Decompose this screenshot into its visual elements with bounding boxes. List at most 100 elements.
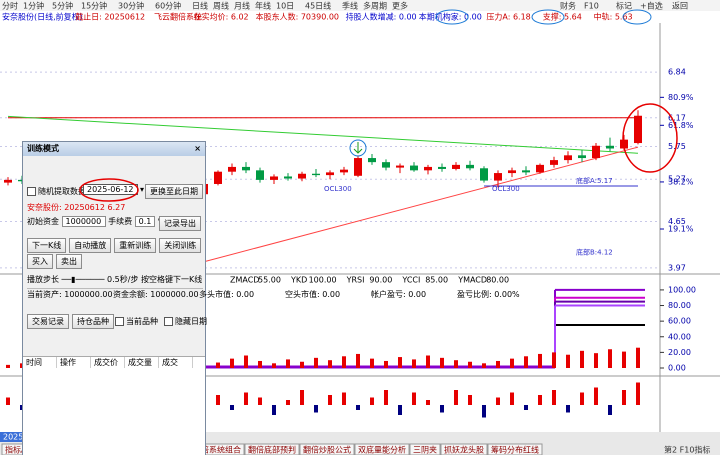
period-tab[interactable]: 30分钟 xyxy=(118,1,144,11)
dialog-button[interactable]: 关闭训练 xyxy=(159,238,202,253)
toolbar-button[interactable]: 标记 xyxy=(616,1,632,11)
bar xyxy=(216,362,220,368)
bottom-tab[interactable]: 筹码分布红线 xyxy=(491,445,539,455)
bottom-tab[interactable]: 三阴夹 xyxy=(413,445,437,455)
bar xyxy=(258,360,262,368)
bar xyxy=(342,356,346,368)
info-item: 安奈股份(日线,前复权) xyxy=(2,12,83,22)
bottom-tab[interactable]: 抓妖龙头股 xyxy=(444,445,484,455)
bar xyxy=(426,355,430,368)
bar xyxy=(482,363,486,368)
toolbar-button[interactable]: 财务 xyxy=(560,1,576,11)
candle-body xyxy=(354,158,362,176)
capital-input[interactable]: 1000000 xyxy=(61,216,106,227)
stock-line: 安奈股份: 20250612 6.27 xyxy=(27,203,126,212)
y-tick-label: 80.00 xyxy=(668,301,691,310)
bar xyxy=(608,405,612,415)
buy-button[interactable]: 买入 xyxy=(27,254,53,269)
bottom-tab[interactable]: 指标A xyxy=(5,445,27,455)
period-tab[interactable]: 分时 xyxy=(2,1,18,11)
year-label: 2025 xyxy=(3,433,23,442)
toolbar-button[interactable]: F10 xyxy=(584,2,599,11)
checkbox[interactable] xyxy=(164,317,173,326)
period-tab[interactable]: 1分钟 xyxy=(23,1,44,11)
trade-table: 时间 操作 成交价 成交量 成交 xyxy=(23,356,205,455)
candle-body xyxy=(298,173,306,179)
period-tab[interactable]: 15分钟 xyxy=(81,1,107,11)
candle-body xyxy=(284,176,292,179)
dialog-title: 训练模式 xyxy=(27,144,59,153)
y-tick-label: 3.97 xyxy=(668,263,686,272)
fee-label: 手续费 xyxy=(108,217,133,226)
bar xyxy=(524,356,528,368)
highlight-ellipse xyxy=(622,103,678,173)
dialog-button[interactable]: 自动播放 xyxy=(69,238,112,253)
bar xyxy=(244,392,248,405)
candle-body xyxy=(606,145,614,149)
bottom-tab[interactable]: 翻倍底部预判 xyxy=(248,445,296,455)
checkbox[interactable] xyxy=(115,317,124,326)
period-tab[interactable]: 45日线 xyxy=(305,1,331,11)
bottom-tab[interactable]: 翻倍系统组合 xyxy=(193,445,241,455)
bar xyxy=(636,382,640,405)
bar xyxy=(496,360,500,368)
bottom-tab[interactable]: 翻倍炒股公式 xyxy=(303,445,351,455)
period-tab[interactable]: 日线 xyxy=(192,1,208,11)
highlight-ellipse xyxy=(622,9,652,25)
dialog-tab[interactable]: 持仓品种 xyxy=(72,314,114,329)
bar xyxy=(454,360,458,368)
period-tab[interactable]: 年线 xyxy=(255,1,271,11)
legend-name: YKD xyxy=(290,276,307,285)
date-highlight xyxy=(79,178,139,202)
step-label: 播放步长 xyxy=(27,275,59,284)
random-checkbox[interactable]: 随机提取数据 xyxy=(38,187,86,196)
bar xyxy=(566,405,570,413)
bar xyxy=(314,357,318,368)
dialog-tab[interactable]: 交易记录 xyxy=(27,314,69,329)
bar xyxy=(454,390,458,405)
period-tab[interactable]: 季线 xyxy=(342,1,358,11)
fib-label: 38.2% xyxy=(668,177,694,186)
sell-button[interactable]: 卖出 xyxy=(56,254,82,269)
change-date-button[interactable]: 更换至此日期 xyxy=(145,184,203,199)
legend-value: 100.00 xyxy=(309,276,337,285)
tab-bg xyxy=(409,443,441,455)
date-input[interactable]: 2025-06-12 xyxy=(83,184,138,195)
period-tab[interactable]: 5分钟 xyxy=(52,1,73,11)
candle-body xyxy=(438,166,446,169)
dialog-button[interactable]: 重新训练 xyxy=(114,238,157,253)
candle-body xyxy=(424,166,432,171)
period-tab[interactable]: 60分钟 xyxy=(155,1,181,11)
bar xyxy=(328,360,332,368)
period-tab[interactable]: 周线 xyxy=(213,1,229,11)
y-tick-label: 4.65 xyxy=(668,217,686,226)
tab-bg xyxy=(440,443,488,455)
period-tab[interactable]: 10日 xyxy=(276,2,294,11)
export-button[interactable]: 记录导出 xyxy=(159,216,201,231)
candle-body xyxy=(368,158,376,163)
bar xyxy=(608,349,612,368)
dialog-button[interactable]: 下一K线 xyxy=(27,238,67,253)
bottom-tab[interactable]: 双底量能分析 xyxy=(358,445,406,455)
candle-body xyxy=(480,168,488,181)
period-tab[interactable]: 多周期 xyxy=(363,1,387,11)
fib-label: 19.1% xyxy=(668,225,694,234)
y-tick-label: 20.00 xyxy=(668,348,691,357)
stat-item: 当前资产: 1000000.00 xyxy=(27,290,113,299)
period-tab[interactable]: 月线 xyxy=(234,1,250,11)
bar xyxy=(216,395,220,405)
candle-body xyxy=(382,162,390,168)
bar xyxy=(496,397,500,405)
capital-label: 初始资金 xyxy=(27,217,59,226)
toolbar-button[interactable]: +自选 xyxy=(640,1,663,11)
y-tick-label: 40.00 xyxy=(668,332,691,341)
close-button[interactable]: × xyxy=(194,144,201,153)
bar xyxy=(566,354,570,368)
candle-body xyxy=(508,170,516,174)
bar xyxy=(622,351,626,368)
period-tab[interactable]: 更多 xyxy=(392,1,408,11)
fee-input[interactable]: 0.1 xyxy=(134,216,156,227)
bar xyxy=(300,390,304,405)
toolbar-button[interactable]: 返回 xyxy=(672,2,688,11)
